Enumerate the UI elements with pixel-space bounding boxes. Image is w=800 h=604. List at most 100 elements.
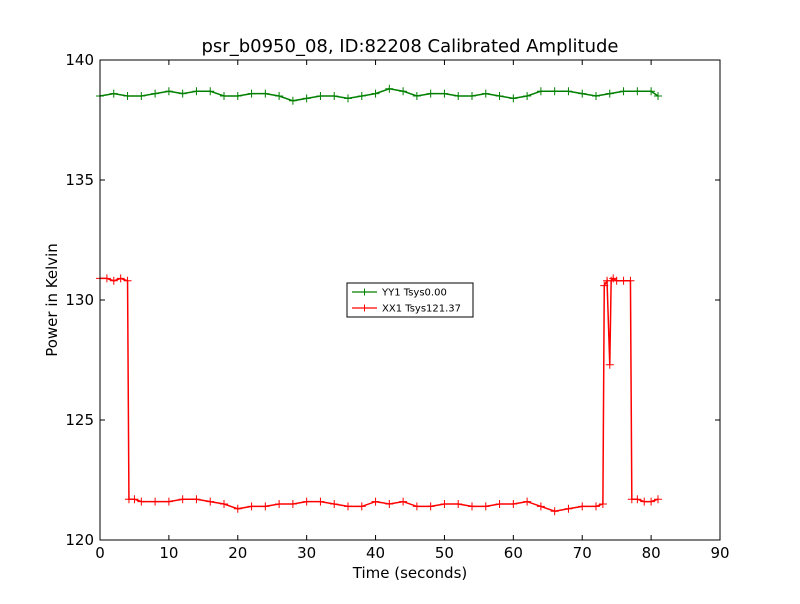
data-point <box>523 497 532 506</box>
data-point <box>536 87 545 96</box>
data-point <box>344 94 352 103</box>
data-point <box>564 504 573 513</box>
legend-marker <box>361 304 368 312</box>
data-point <box>509 94 518 103</box>
x-tick-label: 50 <box>435 544 454 562</box>
data-point <box>600 281 609 290</box>
data-point <box>605 360 614 369</box>
data-point <box>605 89 614 98</box>
data-point <box>454 92 463 100</box>
data-point <box>495 92 504 100</box>
data-point <box>164 87 173 96</box>
data-point <box>247 89 256 98</box>
data-point <box>626 276 635 285</box>
data-point <box>385 84 394 93</box>
data-point <box>654 495 662 504</box>
data-point <box>316 92 325 100</box>
data-point <box>468 92 476 100</box>
data-point <box>192 87 201 96</box>
series-layer <box>96 84 662 516</box>
data-point <box>495 500 504 508</box>
data-point <box>454 500 463 508</box>
y-tick-label: 130 <box>65 291 94 309</box>
data-point <box>261 89 270 98</box>
y-tick-label: 135 <box>65 171 94 189</box>
legend: YY1 Tsys0.00 XX1 Tsys121.37 <box>346 282 474 318</box>
data-point <box>220 92 228 100</box>
data-point <box>592 502 600 511</box>
data-point <box>640 497 649 506</box>
data-point <box>633 495 642 504</box>
data-point <box>633 87 642 96</box>
data-point <box>275 92 284 100</box>
data-point <box>654 92 662 100</box>
data-point <box>357 502 366 511</box>
data-point <box>316 497 325 506</box>
data-point <box>178 495 187 504</box>
x-tick-label: 0 <box>95 544 105 562</box>
data-point <box>412 502 421 511</box>
data-point <box>371 89 380 98</box>
data-point <box>330 92 339 100</box>
data-point <box>233 92 242 100</box>
data-point <box>647 87 656 96</box>
data-point <box>109 89 118 98</box>
data-point <box>233 504 242 513</box>
legend-label: XX1 Tsys121.37 <box>382 304 461 315</box>
data-point <box>102 274 111 283</box>
data-point <box>123 92 132 100</box>
x-axis-label: Time (seconds) <box>352 564 468 582</box>
data-point <box>440 89 449 98</box>
data-point <box>412 92 421 100</box>
data-point <box>426 502 435 511</box>
data-point <box>137 497 146 506</box>
data-point <box>399 497 408 506</box>
data-point <box>468 502 476 511</box>
data-point <box>261 502 270 511</box>
data-point <box>440 500 449 508</box>
data-point <box>123 276 132 285</box>
data-point <box>598 500 607 508</box>
data-point <box>164 497 173 506</box>
data-point <box>481 502 490 511</box>
data-point <box>578 89 587 98</box>
data-point <box>647 497 656 506</box>
y-axis-label: Power in Kelvin <box>43 243 61 357</box>
y-tick-label: 125 <box>65 411 94 429</box>
data-point <box>302 497 311 506</box>
data-point <box>564 87 573 96</box>
data-point <box>536 502 545 511</box>
data-point <box>357 92 366 100</box>
data-point <box>151 497 160 506</box>
data-point <box>612 276 621 285</box>
data-point <box>206 87 215 96</box>
data-point <box>385 500 394 508</box>
data-point <box>137 92 146 100</box>
legend-marker <box>361 288 368 296</box>
data-point <box>619 87 628 96</box>
data-point <box>550 87 559 96</box>
data-point <box>619 276 628 285</box>
data-point <box>330 500 339 508</box>
data-point <box>592 92 600 100</box>
data-point <box>550 507 559 516</box>
ticks-layer: 0 10 20 30 40 50 60 70 80 90 120 125 130 135 140 <box>65 51 729 562</box>
data-point <box>288 500 297 508</box>
series-0 <box>96 84 662 105</box>
x-tick-label: 80 <box>642 544 661 562</box>
x-tick-label: 10 <box>159 544 178 562</box>
legend-label: YY1 Tsys0.00 <box>381 288 447 299</box>
chart-title: psr_b0950_08, ID:82208 Calibrated Amplit… <box>202 36 619 57</box>
x-tick-label: 40 <box>366 544 385 562</box>
x-tick-label: 90 <box>710 544 729 562</box>
data-point <box>206 497 215 506</box>
series-1 <box>96 274 662 516</box>
x-tick-label: 20 <box>228 544 247 562</box>
data-point <box>344 502 352 511</box>
data-point <box>481 89 490 98</box>
data-point <box>192 495 201 504</box>
data-point <box>302 94 311 103</box>
x-tick-label: 70 <box>573 544 592 562</box>
